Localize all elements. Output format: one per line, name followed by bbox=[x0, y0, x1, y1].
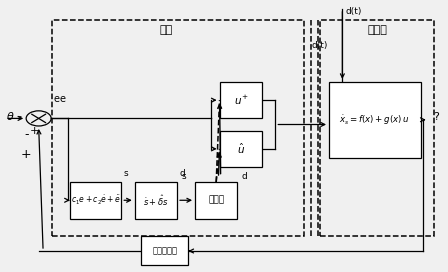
Text: $\dot{s}+\hat{\delta}s$: $\dot{s}+\hat{\delta}s$ bbox=[143, 193, 169, 208]
Text: s: s bbox=[124, 169, 128, 178]
Text: e: e bbox=[59, 94, 65, 104]
Text: 被控象: 被控象 bbox=[367, 26, 387, 35]
Text: $\dot{x}_s=f(x)+g(x)\,u$: $\dot{x}_s=f(x)+g(x)\,u$ bbox=[340, 113, 410, 127]
Text: s: s bbox=[181, 172, 186, 181]
Text: d(t): d(t) bbox=[345, 7, 362, 16]
Text: +: + bbox=[21, 148, 31, 161]
FancyBboxPatch shape bbox=[329, 82, 421, 158]
FancyBboxPatch shape bbox=[220, 131, 262, 167]
Text: +: + bbox=[30, 126, 39, 136]
Text: d(t): d(t) bbox=[312, 41, 328, 50]
Text: ?: ? bbox=[433, 112, 439, 122]
Text: -: - bbox=[24, 128, 28, 141]
FancyBboxPatch shape bbox=[220, 82, 262, 118]
Text: e: e bbox=[53, 94, 60, 104]
FancyBboxPatch shape bbox=[142, 236, 188, 265]
Text: $c_{1}e+c_{2}\dot{e}+\ddot{e}$: $c_{1}e+c_{2}\dot{e}+\ddot{e}$ bbox=[70, 194, 121, 207]
FancyBboxPatch shape bbox=[70, 182, 121, 218]
FancyBboxPatch shape bbox=[135, 182, 177, 218]
Text: -: - bbox=[17, 111, 22, 121]
Text: $\theta$: $\theta$ bbox=[6, 110, 15, 122]
Text: $\hat{u}$: $\hat{u}$ bbox=[237, 142, 245, 156]
Text: d: d bbox=[241, 172, 247, 181]
Text: 自适率: 自适率 bbox=[208, 196, 224, 205]
Text: 控器: 控器 bbox=[159, 26, 172, 35]
FancyBboxPatch shape bbox=[195, 182, 237, 218]
Text: 光电编码器: 光电编码器 bbox=[152, 246, 177, 255]
Text: d: d bbox=[180, 169, 185, 178]
Text: $u^{+}$: $u^{+}$ bbox=[233, 94, 248, 107]
